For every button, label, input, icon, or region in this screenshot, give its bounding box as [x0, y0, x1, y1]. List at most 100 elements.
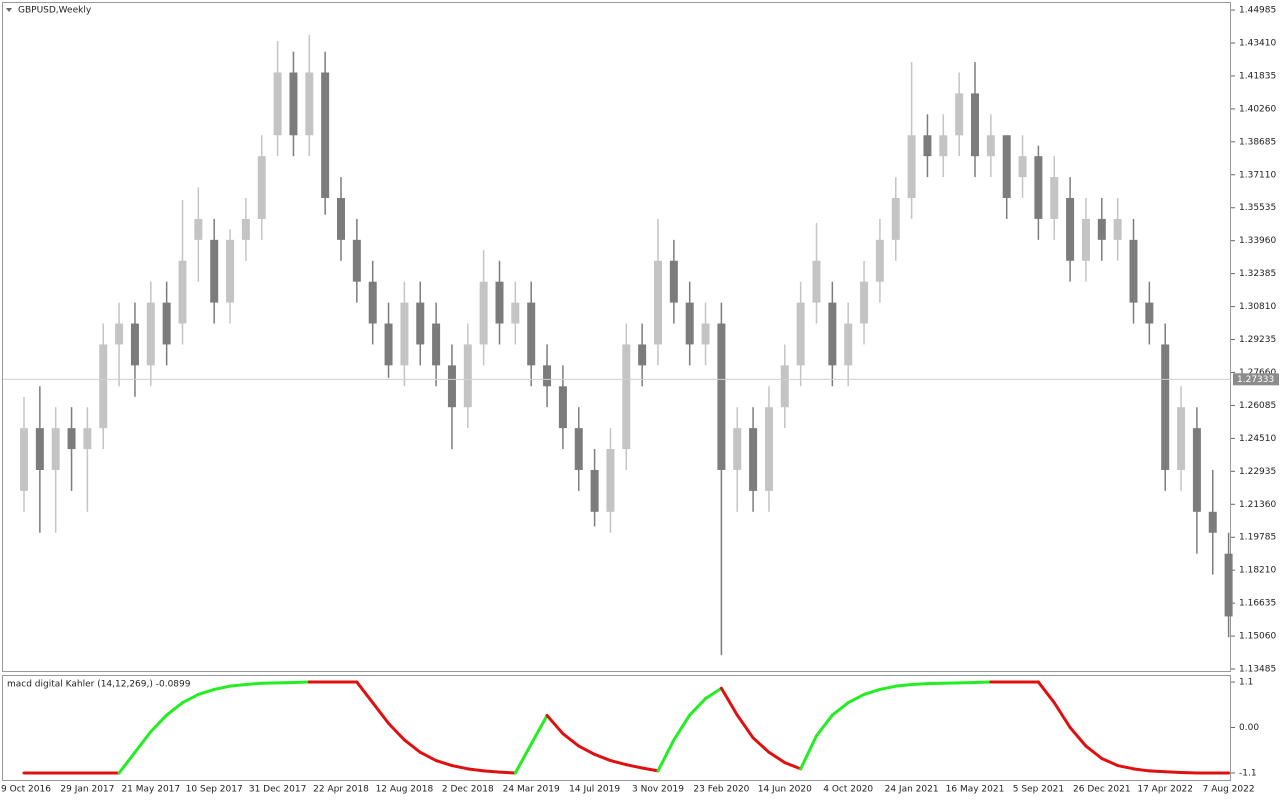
candle-body [907, 135, 916, 199]
chart-title: GBPUSD,Weekly [18, 6, 92, 16]
y-tick-label: 1.38685 [1239, 137, 1276, 147]
indicator-title: macd digital Kahler (14,12,269,) -0.0899 [7, 680, 191, 690]
y-tick-label: 1.37110 [1239, 170, 1276, 180]
x-tick-label: 2 Dec 2018 [442, 785, 494, 795]
candle-body [1192, 428, 1201, 512]
y-tick-label: 1.29235 [1239, 335, 1276, 345]
x-tick-label: 31 Dec 2017 [249, 785, 307, 795]
candle-body [558, 386, 567, 429]
indicator-segment [735, 713, 755, 740]
indicator-segment [783, 761, 803, 771]
indicator-segment [577, 744, 597, 756]
indicator-segment [672, 713, 692, 742]
indicator-segment [1036, 680, 1056, 705]
indicator-segment [149, 713, 169, 734]
indicator-segment [402, 738, 422, 754]
indicator-segment [196, 687, 216, 696]
y-tick-label: 1.19785 [1239, 533, 1276, 543]
indicator-panel [2, 675, 1231, 781]
y-tick-label: 1.15060 [1239, 632, 1276, 642]
candle-body [178, 260, 187, 324]
indicator-segment [656, 738, 676, 773]
candle-body [875, 239, 884, 282]
candle-body [146, 302, 155, 366]
indicator-segment [513, 742, 533, 775]
indicator-segment [1132, 767, 1151, 773]
candle-body [923, 135, 932, 157]
candle-body [1097, 218, 1106, 240]
candle-body [1113, 218, 1122, 240]
indicator-segment [1100, 757, 1120, 768]
indicator-segment [387, 721, 406, 742]
candle-body [226, 239, 235, 303]
candle-body [1161, 344, 1170, 470]
indicator-segment [165, 701, 184, 717]
candle-body [321, 72, 330, 199]
candle-body [574, 428, 583, 470]
y-tick-label: 1.1 [1239, 678, 1253, 688]
y-tick-label: 0.00 [1239, 723, 1259, 733]
last-price-label: 1.27333 [1237, 375, 1274, 385]
candle-body [733, 428, 742, 470]
indicator-segment [1147, 769, 1167, 774]
candle-body [1208, 511, 1217, 533]
candle-body [416, 302, 425, 345]
indicator-segment [846, 692, 866, 705]
candle-body [20, 428, 28, 491]
candle-body [1177, 407, 1186, 470]
indicator-segment [498, 770, 517, 775]
candle-body [384, 323, 393, 366]
candle-body [400, 302, 409, 366]
x-tick-label: 5 Sep 2021 [1013, 785, 1064, 795]
candle-body [1050, 177, 1059, 219]
indicator-segment [529, 714, 549, 746]
indicator-segment [1084, 744, 1104, 761]
indicator-segment [133, 730, 153, 754]
candle-body [860, 281, 869, 324]
candle-body [368, 281, 377, 324]
indicator-segment [466, 767, 486, 773]
candle-body [654, 260, 662, 345]
candle-body [495, 281, 504, 324]
candle-body [194, 218, 203, 240]
y-tick-label: 1.35535 [1239, 203, 1276, 213]
indicator-segment [212, 684, 232, 691]
candle-body [352, 239, 361, 282]
collapse-icon [6, 8, 12, 12]
candle-body [337, 198, 345, 240]
candle-body [796, 302, 805, 366]
indicator-segment [894, 683, 914, 688]
indicator-segment [640, 766, 660, 773]
y-tick-label: 1.30810 [1239, 302, 1276, 312]
candle-body [749, 428, 758, 491]
candle-body [115, 323, 124, 345]
indicator-segment [181, 692, 200, 705]
candle-body [701, 323, 710, 345]
candle-body [67, 428, 76, 450]
indicator-segment [751, 736, 771, 754]
candle-body [479, 281, 488, 345]
candle-body [764, 407, 773, 491]
indicator-segment [545, 714, 565, 736]
y-tick-label: 1.26085 [1239, 401, 1276, 411]
indicator-segment [688, 697, 708, 717]
candle-body [432, 323, 441, 366]
indicator-segment [482, 769, 501, 774]
indicator-segment [561, 732, 581, 748]
x-tick-label: 7 Aug 2022 [1203, 785, 1255, 795]
candle-body [812, 260, 821, 303]
indicator-segment [117, 750, 137, 775]
candle-body [463, 344, 472, 408]
candle-body [780, 365, 789, 408]
candle-body [447, 365, 456, 408]
candle-body [717, 323, 726, 470]
x-tick-label: 10 Sep 2017 [186, 785, 243, 795]
candle-body [1224, 553, 1233, 617]
indicator-segment [1068, 726, 1088, 748]
candle-body [986, 135, 995, 157]
indicator-segment [830, 701, 850, 717]
x-tick-label: 24 Jan 2021 [885, 785, 939, 795]
x-tick-label: 16 May 2021 [946, 785, 1005, 795]
indicator-segment [355, 680, 375, 705]
